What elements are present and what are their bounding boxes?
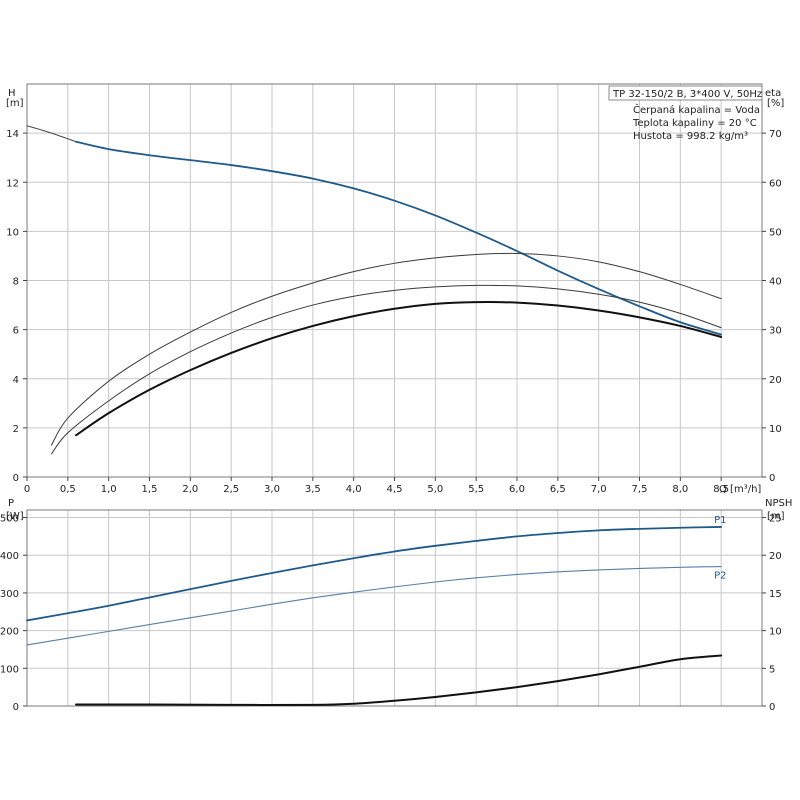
x-axis-label: Q [m³/h] bbox=[719, 484, 761, 495]
right-tick-label: 30 bbox=[769, 326, 782, 337]
series-line bbox=[75, 301, 723, 437]
series-line bbox=[26, 125, 77, 143]
left-tick-label: 10 bbox=[6, 227, 19, 238]
plot-frame bbox=[26, 509, 763, 707]
x-tick-label: 4,5 bbox=[387, 484, 403, 495]
bottom-panel: 0 100 200 300 400 500 0 5 10 15 20 25 P [W] NPSH [m] P1 P… bbox=[0, 498, 792, 713]
series-line bbox=[75, 140, 723, 336]
left-tick-label: 6 bbox=[13, 326, 19, 337]
left-tick-label: 4 bbox=[13, 375, 19, 386]
info-temperature: Teplota kapaliny = 20 °C bbox=[632, 118, 757, 129]
x-tick-label: 5,5 bbox=[468, 484, 484, 495]
x-tick-label: 0 bbox=[24, 484, 30, 495]
left-tick-label: 2 bbox=[13, 424, 19, 435]
series-line-p1 bbox=[26, 526, 723, 622]
x-tick-label: 6,0 bbox=[509, 484, 525, 495]
right-tick-label: 25 bbox=[769, 514, 782, 525]
left-tick-label: 200 bbox=[0, 627, 19, 638]
x-tick-label: 8,0 bbox=[672, 484, 688, 495]
left-axis-unit: [W] bbox=[6, 511, 24, 522]
left-tick-label: 500 bbox=[0, 514, 19, 525]
x-tick-label: 1,0 bbox=[101, 484, 117, 495]
left-tick-label: 300 bbox=[0, 589, 19, 600]
right-axis-title: NPSH bbox=[765, 498, 792, 509]
right-tick-label: 0 bbox=[769, 702, 775, 713]
left-tick-label: 400 bbox=[0, 551, 19, 562]
info-title-box bbox=[608, 85, 763, 101]
right-tick-label: 10 bbox=[769, 627, 782, 638]
series-line bbox=[51, 284, 722, 455]
left-axis-title: H bbox=[8, 88, 16, 99]
right-tick-label: 50 bbox=[769, 227, 782, 238]
right-axis-unit: [%] bbox=[767, 98, 784, 109]
info-title: TP 32-150/2 B, 3*400 V, 50Hz bbox=[612, 89, 762, 100]
right-tick-label: 0 bbox=[769, 473, 775, 484]
info-box: TP 32-150/2 B, 3*400 V, 50Hz Čerpaná kap… bbox=[608, 85, 763, 142]
right-tick-label: 70 bbox=[769, 129, 782, 140]
series-line bbox=[75, 654, 723, 706]
left-tick-label: 0 bbox=[13, 473, 19, 484]
info-fluid: Čerpaná kapalina = Voda bbox=[633, 103, 760, 116]
left-tick-label: 12 bbox=[6, 178, 19, 189]
top-panel: 0 2 4 6 8 10 12 14 0 10 20 30 40 50 60 70 H[m] eta[%] 0 0,5… bbox=[6, 83, 784, 495]
right-tick-label: 60 bbox=[769, 178, 782, 189]
x-tick-label: 0,5 bbox=[60, 484, 76, 495]
left-tick-label: 0 bbox=[13, 702, 19, 713]
x-tick-label: 3,5 bbox=[305, 484, 321, 495]
right-tick-label: 40 bbox=[769, 277, 782, 288]
series-line bbox=[51, 252, 722, 446]
right-tick-label: 5 bbox=[769, 664, 775, 675]
x-tick-label: 2,5 bbox=[223, 484, 239, 495]
x-tick-label: 3,0 bbox=[264, 484, 280, 495]
right-axis-title: eta bbox=[765, 88, 781, 99]
series-label-p2: P2 bbox=[714, 571, 726, 582]
right-tick-label: 10 bbox=[769, 424, 782, 435]
left-axis-unit: [m] bbox=[6, 98, 24, 109]
x-tick-label: 8,5 bbox=[713, 484, 729, 495]
x-tick-label: 4,0 bbox=[346, 484, 362, 495]
left-tick-label: 100 bbox=[0, 664, 19, 675]
right-tick-label: 20 bbox=[769, 551, 782, 562]
x-tick-label: 6,5 bbox=[550, 484, 566, 495]
series-line-p2 bbox=[26, 565, 722, 646]
x-tick-label: 5,0 bbox=[427, 484, 443, 495]
right-tick-label: 15 bbox=[769, 589, 782, 600]
left-tick-label: 8 bbox=[13, 277, 19, 288]
left-axis-title: P bbox=[8, 498, 14, 509]
left-tick-label: 14 bbox=[6, 129, 19, 140]
x-tick-label: 1,5 bbox=[142, 484, 158, 495]
series-label-p1: P1 bbox=[714, 515, 726, 526]
right-axis-unit: [m] bbox=[767, 511, 785, 522]
x-tick-label: 7,0 bbox=[591, 484, 607, 495]
info-density: Hustota = 998.2 kg/m³ bbox=[633, 131, 748, 142]
x-tick-label: 7,5 bbox=[632, 484, 648, 495]
x-tick-label: 2,0 bbox=[182, 484, 198, 495]
right-tick-label: 20 bbox=[769, 375, 782, 386]
